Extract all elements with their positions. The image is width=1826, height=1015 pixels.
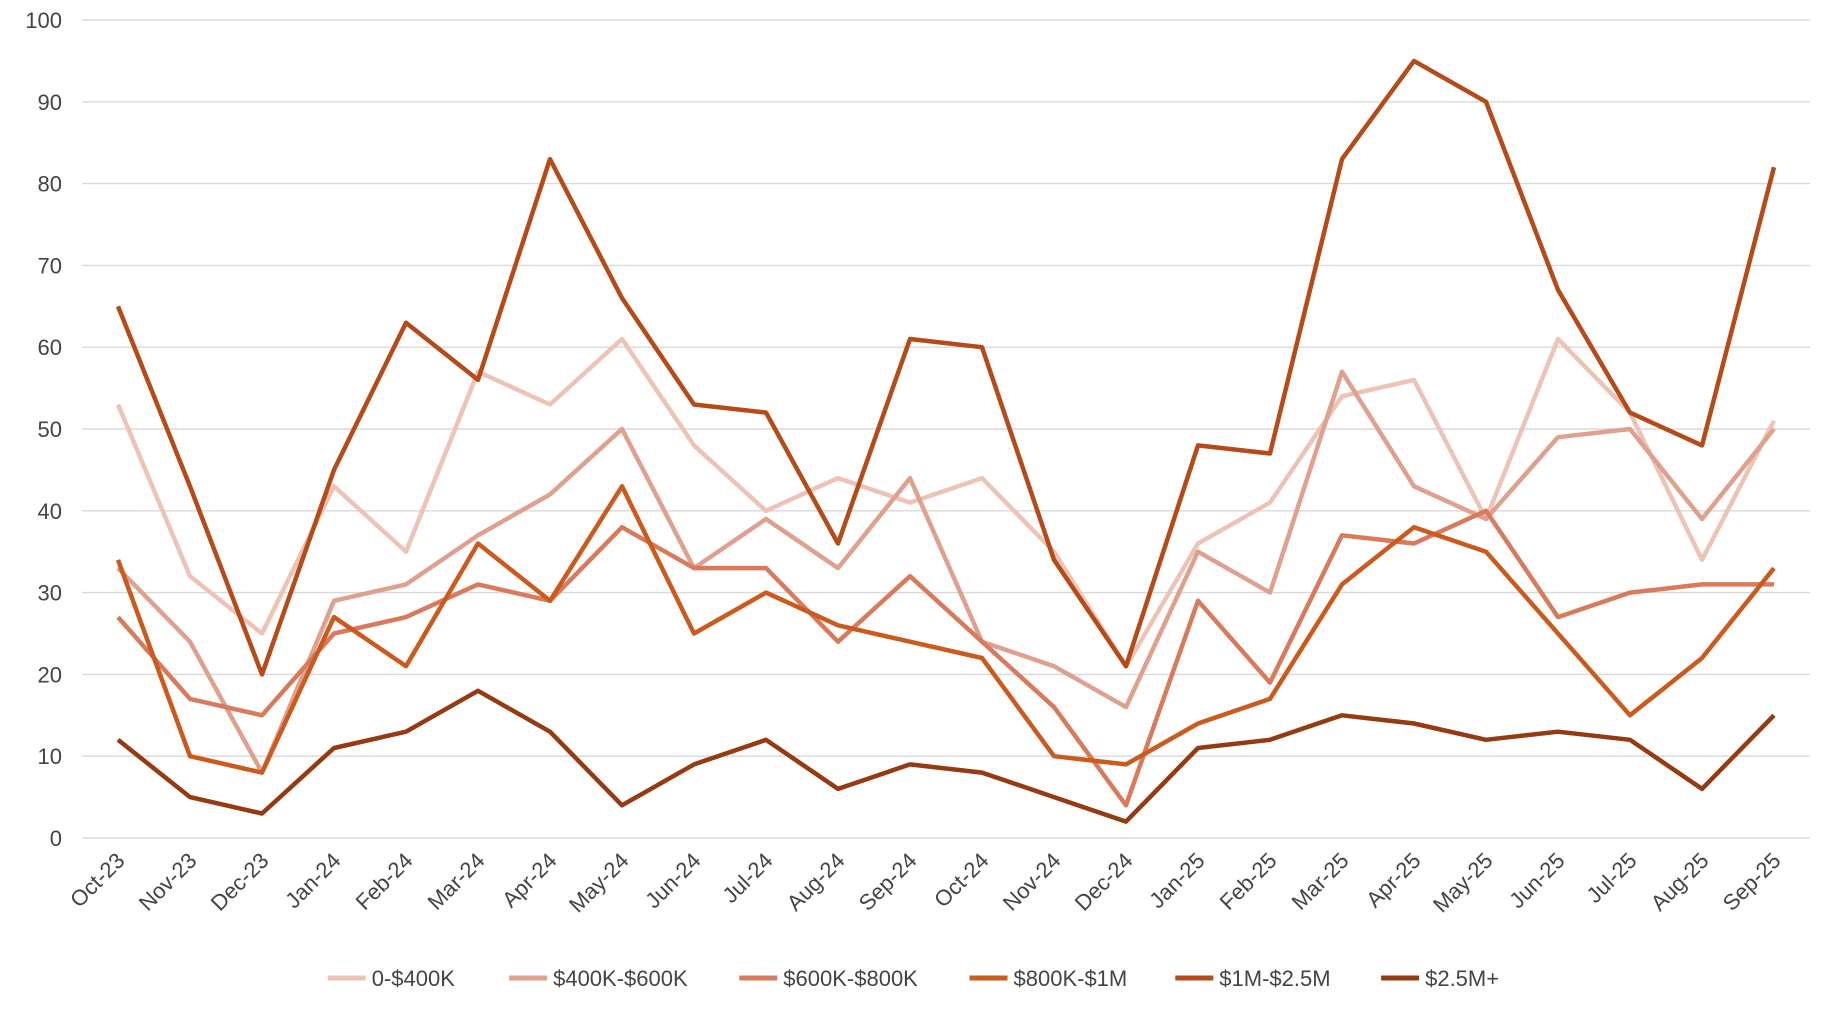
x-tick-label: Aug-25 (1646, 848, 1714, 916)
y-tick-label: 0 (50, 826, 62, 851)
x-tick-label: Apr-25 (1361, 848, 1425, 912)
x-tick-label: Oct-23 (65, 848, 129, 912)
legend-item: $1M-$2.5M (1175, 966, 1331, 991)
series-lines (115, 58, 1777, 824)
y-tick-label: 60 (38, 335, 62, 360)
x-tick-label: Nov-24 (998, 848, 1066, 916)
legend-label: $400K-$600K (553, 966, 688, 991)
y-tick-label: 100 (25, 8, 62, 33)
y-tick-label: 90 (38, 90, 62, 115)
y-axis-ticks: 0 10 20 30 40 50 60 70 80 90 100 (25, 8, 62, 851)
legend-label: $2.5M+ (1425, 966, 1499, 991)
series-line-4 (115, 58, 1777, 677)
legend-label: $600K-$800K (783, 966, 918, 991)
y-tick-label: 80 (38, 172, 62, 197)
x-tick-label: Jul-24 (717, 848, 777, 908)
x-tick-label: Sep-25 (1718, 848, 1786, 916)
x-tick-label: Jun-24 (640, 848, 705, 913)
y-tick-label: 50 (38, 417, 62, 442)
x-tick-label: Mar-24 (423, 848, 490, 915)
y-tick-label: 30 (38, 581, 62, 606)
series-line-3 (115, 484, 1776, 775)
legend-label: $1M-$2.5M (1219, 966, 1330, 991)
y-tick-label: 70 (38, 253, 62, 278)
x-tick-label: Mar-25 (1287, 848, 1354, 915)
x-tick-label: May-24 (564, 848, 634, 918)
legend-item: $2.5M+ (1381, 966, 1499, 991)
y-tick-label: 10 (38, 744, 62, 769)
legend-item: $800K-$1M (969, 966, 1128, 991)
x-tick-label: May-25 (1428, 848, 1498, 918)
x-tick-label: Jul-25 (1581, 848, 1641, 908)
series-line-0 (115, 336, 1776, 669)
x-tick-label: Jun-25 (1504, 848, 1569, 913)
legend-label: 0-$400K (372, 966, 456, 991)
x-tick-label: Apr-24 (497, 848, 561, 912)
x-tick-label: Feb-24 (351, 848, 418, 915)
series-line-5 (116, 688, 1776, 824)
x-tick-label: Jan-25 (1144, 848, 1209, 913)
x-tick-label: Jan-24 (280, 848, 345, 913)
x-tick-label: Sep-24 (854, 848, 922, 916)
series-line-1 (116, 369, 1776, 775)
x-tick-label: Aug-24 (782, 848, 850, 916)
x-axis-ticks: Oct-23 Nov-23 Dec-23 Jan-24 Feb-24 Mar-24 Apr-… (65, 848, 1785, 918)
x-tick-label: Dec-24 (1070, 848, 1138, 916)
legend-label: $800K-$1M (1014, 966, 1128, 991)
x-tick-label: Feb-25 (1215, 848, 1282, 915)
x-tick-label: Nov-23 (134, 848, 202, 916)
gridlines (82, 19, 1810, 839)
x-tick-label: Oct-24 (929, 848, 993, 912)
y-tick-label: 40 (38, 499, 62, 524)
legend: 0-$400K $400K-$600K $600K-$800K $800K-$1M $1… (327, 966, 1499, 991)
series-line-2 (116, 508, 1774, 808)
legend-item: 0-$400K (327, 966, 456, 991)
legend-item: $400K-$600K (509, 966, 688, 991)
y-tick-label: 20 (38, 662, 62, 687)
x-tick-label: Dec-23 (206, 848, 274, 916)
legend-item: $600K-$800K (739, 966, 918, 991)
